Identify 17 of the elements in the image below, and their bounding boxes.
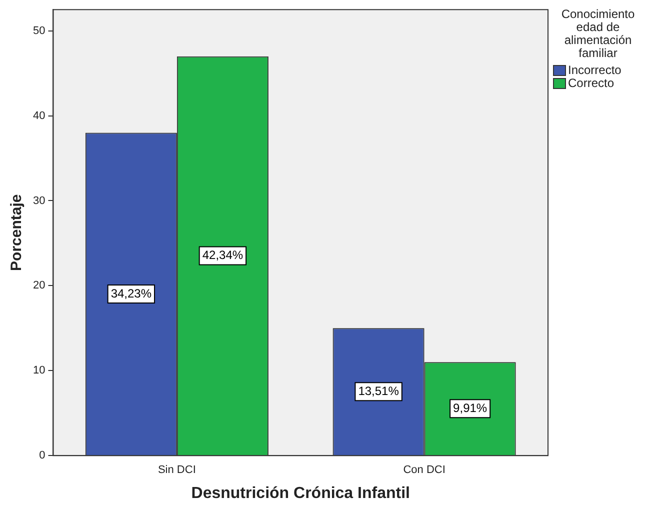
y-tick-label: 0 — [39, 450, 46, 462]
y-axis-title: Porcentaje — [8, 194, 26, 271]
y-tick-label: 50 — [32, 24, 46, 37]
legend-label: Incorrecto — [568, 63, 622, 77]
annotation: 13,51% — [358, 384, 400, 398]
annotation: 34,23% — [110, 286, 152, 300]
x-axis-title: Desnutrición Crónica Infantil — [191, 484, 410, 502]
y-tick-label: 20 — [32, 280, 46, 292]
y-tick-label: 30 — [32, 194, 46, 207]
y-tick-label: 10 — [32, 364, 46, 377]
annotation: 9,91% — [453, 400, 488, 415]
x-tick-label: Con DCI — [403, 464, 446, 476]
legend-label: Correcto — [568, 76, 614, 90]
y-tick-label: 40 — [32, 110, 46, 122]
x-tick-label: Sin DCI — [158, 464, 196, 476]
annotation: 42,34% — [202, 248, 244, 262]
legend-title: Conocimiento edad de alimentación familiar — [560, 7, 636, 60]
